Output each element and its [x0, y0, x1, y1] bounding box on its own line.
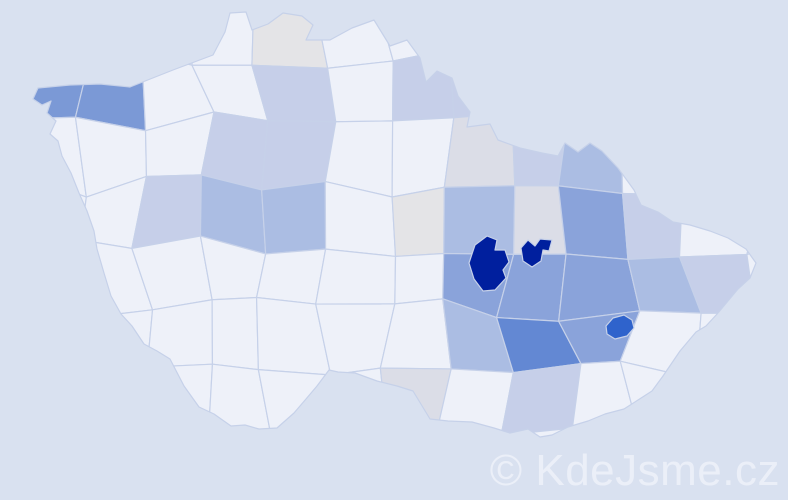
country-outline	[32, 11, 757, 438]
district-cell	[255, 248, 327, 305]
district-cell	[261, 120, 337, 191]
district-cell	[500, 362, 582, 436]
bright-blue-district	[605, 314, 635, 340]
district-cell	[261, 180, 327, 255]
district-cell	[327, 60, 394, 123]
district-cell	[394, 252, 445, 305]
district-cell	[211, 296, 259, 371]
district-cell	[558, 253, 641, 322]
district-cell	[500, 427, 582, 437]
district-cell	[557, 185, 629, 260]
navy-district-east	[520, 238, 553, 268]
navy-district-west	[468, 235, 510, 292]
district-cell	[315, 248, 397, 305]
district-cell	[391, 186, 445, 258]
